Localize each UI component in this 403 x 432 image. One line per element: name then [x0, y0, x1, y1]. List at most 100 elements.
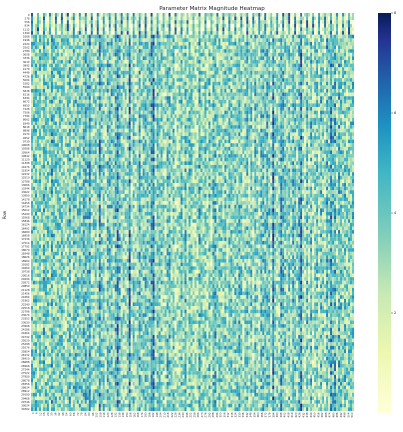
heatmap-cell: [121, 17, 123, 21]
heatmap-cell: [210, 38, 212, 42]
heatmap-cell: [135, 27, 137, 31]
heatmap-cell: [181, 20, 183, 24]
heatmap-cell: [316, 96, 318, 100]
heatmap-cell: [346, 13, 348, 17]
heatmap-cell: [85, 96, 87, 100]
heatmap-cell: [352, 64, 354, 68]
heatmap-cell: [262, 93, 264, 97]
heatmap-cell: [344, 17, 346, 21]
heatmap-cell: [131, 60, 133, 64]
heatmap-cell: [212, 60, 214, 64]
heatmap-cell: [153, 96, 155, 100]
heatmap-cell: [69, 20, 71, 24]
heatmap-cell: [260, 75, 262, 79]
heatmap-cell: [149, 85, 151, 89]
heatmap-cell: [61, 64, 63, 68]
heatmap-cell: [282, 56, 284, 60]
heatmap-cell: [332, 114, 334, 118]
heatmap-cell: [216, 111, 218, 115]
heatmap-cell: [236, 89, 238, 93]
heatmap-cell: [206, 46, 208, 50]
heatmap-cell: [33, 31, 35, 35]
heatmap-cell: [308, 114, 310, 118]
heatmap-cell: [47, 122, 49, 126]
heatmap-cell: [143, 42, 145, 46]
heatmap-cell: [143, 78, 145, 82]
heatmap-cell: [63, 118, 65, 122]
heatmap-cell: [224, 27, 226, 31]
heatmap-cell: [320, 64, 322, 68]
heatmap-cell: [181, 100, 183, 104]
heatmap-cell: [294, 13, 296, 17]
heatmap-cell: [330, 89, 332, 93]
heatmap-cell: [185, 100, 187, 104]
heatmap-cell: [117, 93, 119, 97]
heatmap-cell: [113, 67, 115, 71]
heatmap-cell: [135, 96, 137, 100]
heatmap-cell: [99, 56, 101, 60]
heatmap-cell: [282, 27, 284, 31]
heatmap-cell: [326, 42, 328, 46]
heatmap-cell: [55, 111, 57, 115]
heatmap-cell: [282, 82, 284, 86]
heatmap-cell: [320, 118, 322, 122]
heatmap-cell: [91, 71, 93, 75]
heatmap-cell: [193, 38, 195, 42]
heatmap-cell: [153, 75, 155, 79]
heatmap-cell: [159, 78, 161, 82]
heatmap-cell: [346, 89, 348, 93]
heatmap-cell: [63, 60, 65, 64]
heatmap-cell: [296, 100, 298, 104]
heatmap-cell: [224, 78, 226, 82]
heatmap-cell: [238, 107, 240, 111]
heatmap-cell: [89, 111, 91, 115]
heatmap-cell: [276, 27, 278, 31]
heatmap-cell: [83, 71, 85, 75]
heatmap-cell: [183, 114, 185, 118]
heatmap-cell: [308, 56, 310, 60]
heatmap-cell: [264, 27, 266, 31]
heatmap-cell: [67, 60, 69, 64]
heatmap-cell: [49, 20, 51, 24]
heatmap-cell: [45, 78, 47, 82]
heatmap-cell: [167, 60, 169, 64]
heatmap-cell: [63, 27, 65, 31]
heatmap-cell: [244, 78, 246, 82]
heatmap-cell: [278, 118, 280, 122]
heatmap-cell: [157, 17, 159, 21]
heatmap-cell: [153, 114, 155, 118]
heatmap-cell: [208, 118, 210, 122]
heatmap-cell: [346, 46, 348, 50]
heatmap-cell: [254, 20, 256, 24]
heatmap-cell: [314, 85, 316, 89]
heatmap-cell: [189, 100, 191, 104]
heatmap-cell: [220, 100, 222, 104]
heatmap-cell: [153, 27, 155, 31]
heatmap-cell: [125, 56, 127, 60]
heatmap-cell: [288, 13, 290, 17]
heatmap-cell: [332, 93, 334, 97]
heatmap-cell: [83, 122, 85, 126]
heatmap-cell: [332, 89, 334, 93]
heatmap-cell: [31, 67, 33, 71]
heatmap-cell: [183, 75, 185, 79]
heatmap-cell: [298, 42, 300, 46]
heatmap-cell: [284, 96, 286, 100]
heatmap-cell: [171, 100, 173, 104]
heatmap-cell: [326, 100, 328, 104]
heatmap-cell: [95, 46, 97, 50]
heatmap-cell: [97, 27, 99, 31]
heatmap-cell: [284, 93, 286, 97]
heatmap-cell: [194, 13, 196, 17]
heatmap-cell: [276, 107, 278, 111]
heatmap-cell: [278, 46, 280, 50]
heatmap-cell: [206, 20, 208, 24]
heatmap-cell: [69, 118, 71, 122]
heatmap-cell: [39, 89, 41, 93]
heatmap-cell: [344, 35, 346, 39]
heatmap-cell: [348, 17, 350, 21]
heatmap-cell: [179, 24, 181, 28]
heatmap-cell: [206, 64, 208, 68]
heatmap-cell: [308, 20, 310, 24]
heatmap-cell: [105, 75, 107, 79]
